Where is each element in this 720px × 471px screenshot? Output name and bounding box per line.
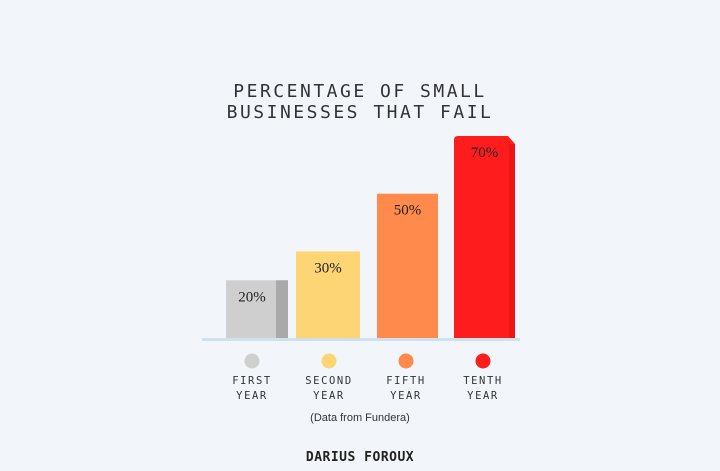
bar-group-fifth-year: 50% <box>377 193 438 338</box>
bar-value-label-second-year: 30% <box>314 260 342 276</box>
bar-group-second-year: 30% <box>296 251 360 338</box>
category-label-fifth-year-line-1: FIFTH <box>386 375 426 387</box>
bar-group-first-year: 20% <box>226 280 288 338</box>
category-label-fifth-year-line-2: YEAR <box>390 390 422 402</box>
bar-shade-first-year <box>276 280 288 338</box>
chart-title-line-2: BUSINESSES THAT FAIL <box>227 102 494 123</box>
bar-tenth-year <box>454 136 515 338</box>
bar-group-tenth-year: 70% <box>454 136 515 338</box>
bar-second-year <box>296 251 360 338</box>
bar-value-label-tenth-year: 70% <box>471 145 499 161</box>
category-label-second-year-line-1: SECOND <box>305 375 353 387</box>
category-label-first-year-line-2: YEAR <box>236 390 268 402</box>
bar-fifth-year <box>377 193 438 338</box>
category-legend: FIRST YEAR SECOND YEAR FIFTH YEAR TENTH YEAR <box>232 353 503 402</box>
chart-baseline <box>202 338 520 341</box>
legend-dot-fifth-year <box>398 353 414 369</box>
bars-group: 20% 30% 50% 70% <box>226 136 515 338</box>
bar-shade-tenth-year <box>509 144 515 338</box>
category-label-second-year-line-2: YEAR <box>313 390 345 402</box>
legend-dot-first-year <box>244 353 260 369</box>
chart-title: PERCENTAGE OF SMALL BUSINESSES THAT FAIL <box>227 81 494 123</box>
legend-dot-second-year <box>321 353 337 369</box>
bar-value-label-first-year: 20% <box>238 289 266 305</box>
bar-value-label-fifth-year: 50% <box>394 203 422 219</box>
category-label-tenth-year-line-2: YEAR <box>467 390 499 402</box>
legend-dot-tenth-year <box>475 353 491 369</box>
author-signature: DARIUS FOROUX <box>306 450 414 465</box>
category-label-tenth-year-line-1: TENTH <box>463 375 503 387</box>
chart-title-line-1: PERCENTAGE OF SMALL <box>233 81 486 102</box>
category-label-first-year-line-1: FIRST <box>232 375 272 387</box>
data-source-note: (Data from Fundera) <box>310 412 410 424</box>
